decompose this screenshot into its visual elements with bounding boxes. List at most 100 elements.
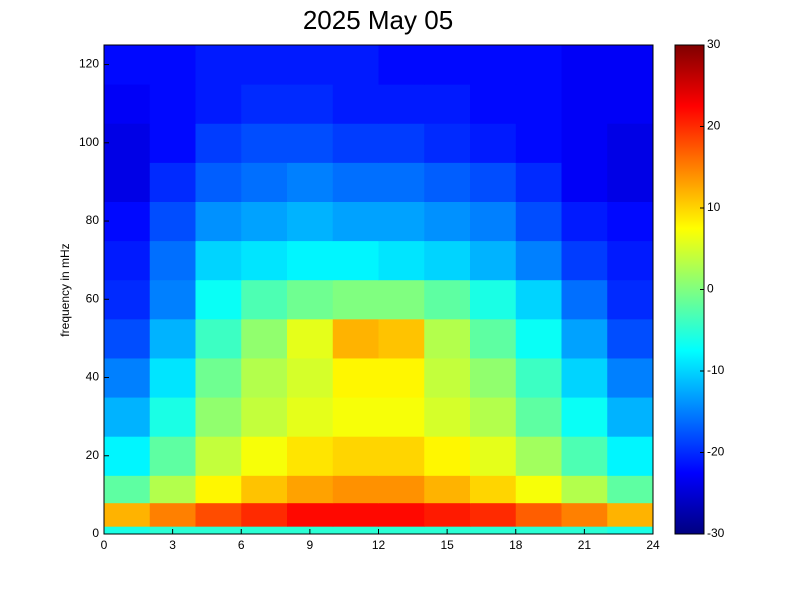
heat-cell bbox=[424, 397, 471, 437]
heat-cell bbox=[424, 201, 471, 242]
x-tick-label: 18 bbox=[509, 538, 523, 552]
heat-cell bbox=[195, 436, 242, 476]
heat-cell bbox=[241, 45, 288, 85]
y-axis-label: frequency in mHz bbox=[58, 243, 72, 336]
heat-cell bbox=[607, 123, 654, 163]
heat-cell bbox=[149, 436, 196, 476]
heat-cell bbox=[195, 502, 242, 527]
heat-cell bbox=[332, 357, 379, 398]
heat-cell bbox=[561, 201, 608, 242]
heat-cell bbox=[424, 162, 471, 202]
heat-cell bbox=[287, 318, 334, 359]
heat-cell bbox=[195, 318, 242, 359]
y-tick-label: 20 bbox=[86, 448, 100, 462]
heat-cell bbox=[561, 84, 608, 124]
heat-cell bbox=[287, 279, 334, 320]
heat-cell bbox=[607, 279, 654, 320]
heat-cell bbox=[607, 502, 654, 527]
heat-cell bbox=[424, 45, 471, 85]
heat-cell bbox=[149, 240, 196, 281]
y-tick-label: 120 bbox=[79, 57, 99, 71]
heat-cell bbox=[607, 526, 654, 535]
heat-cell bbox=[515, 240, 562, 281]
heat-cell bbox=[561, 436, 608, 476]
y-tick-label: 80 bbox=[86, 213, 100, 227]
y-tick-label: 40 bbox=[86, 370, 100, 384]
heat-cell bbox=[332, 526, 379, 535]
heat-cell bbox=[149, 475, 196, 504]
heat-cell bbox=[332, 162, 379, 202]
heat-cell bbox=[241, 526, 288, 535]
heat-cell bbox=[149, 45, 196, 85]
colorbar-tick-label: -30 bbox=[707, 526, 725, 540]
heat-cell bbox=[424, 240, 471, 281]
x-tick-label: 3 bbox=[169, 538, 176, 552]
heat-cell bbox=[515, 162, 562, 202]
heat-cell bbox=[607, 357, 654, 398]
heat-cell bbox=[332, 240, 379, 281]
heat-cell bbox=[378, 240, 425, 281]
heat-cell bbox=[195, 84, 242, 124]
heat-cell bbox=[515, 526, 562, 535]
heat-cell bbox=[104, 397, 151, 437]
heat-cell bbox=[195, 240, 242, 281]
heat-cell bbox=[470, 357, 517, 398]
heat-cell bbox=[149, 357, 196, 398]
heat-cell bbox=[470, 279, 517, 320]
heat-cell bbox=[287, 397, 334, 437]
heat-cell bbox=[149, 201, 196, 242]
heat-cell bbox=[332, 123, 379, 163]
heat-cell bbox=[332, 318, 379, 359]
heat-cell bbox=[287, 45, 334, 85]
heat-cell bbox=[287, 201, 334, 242]
heat-cell bbox=[378, 502, 425, 527]
heat-cell bbox=[561, 502, 608, 527]
heat-cell bbox=[287, 502, 334, 527]
heat-cell bbox=[424, 279, 471, 320]
heat-cell bbox=[104, 201, 151, 242]
heat-cell bbox=[515, 201, 562, 242]
heat-cell bbox=[515, 123, 562, 163]
colorbar-tick-label: 30 bbox=[707, 37, 721, 51]
heat-cell bbox=[561, 357, 608, 398]
heat-cell bbox=[378, 526, 425, 535]
heat-cell bbox=[378, 279, 425, 320]
heat-cell bbox=[607, 475, 654, 504]
heat-cell bbox=[332, 45, 379, 85]
heat-cell bbox=[378, 84, 425, 124]
heat-cell bbox=[470, 84, 517, 124]
heat-cell bbox=[607, 397, 654, 437]
heat-cell bbox=[470, 45, 517, 85]
x-tick-label: 6 bbox=[238, 538, 245, 552]
heat-cell bbox=[378, 475, 425, 504]
heat-cell bbox=[607, 201, 654, 242]
x-tick-label: 21 bbox=[578, 538, 592, 552]
heat-cell bbox=[378, 45, 425, 85]
heat-cell bbox=[104, 162, 151, 202]
heat-cell bbox=[104, 84, 151, 124]
x-tick-label: 9 bbox=[307, 538, 314, 552]
heat-cell bbox=[561, 318, 608, 359]
heat-cell bbox=[332, 436, 379, 476]
heat-cell bbox=[561, 240, 608, 281]
heat-cell bbox=[104, 475, 151, 504]
heat-cell bbox=[195, 526, 242, 535]
chart-title: 2025 May 05 bbox=[303, 5, 453, 35]
heat-cell bbox=[241, 318, 288, 359]
heat-cell bbox=[378, 123, 425, 163]
heat-cell bbox=[104, 318, 151, 359]
heat-cell bbox=[470, 436, 517, 476]
heat-cell bbox=[195, 45, 242, 85]
heat-cell bbox=[561, 279, 608, 320]
heat-cell bbox=[470, 475, 517, 504]
heat-cell bbox=[607, 240, 654, 281]
heat-cell bbox=[561, 475, 608, 504]
heat-cell bbox=[104, 279, 151, 320]
heat-cell bbox=[470, 318, 517, 359]
heat-cell bbox=[378, 201, 425, 242]
heat-cell bbox=[104, 502, 151, 527]
heat-cell bbox=[515, 45, 562, 85]
y-tick-label: 60 bbox=[86, 291, 100, 305]
heat-cell bbox=[241, 279, 288, 320]
